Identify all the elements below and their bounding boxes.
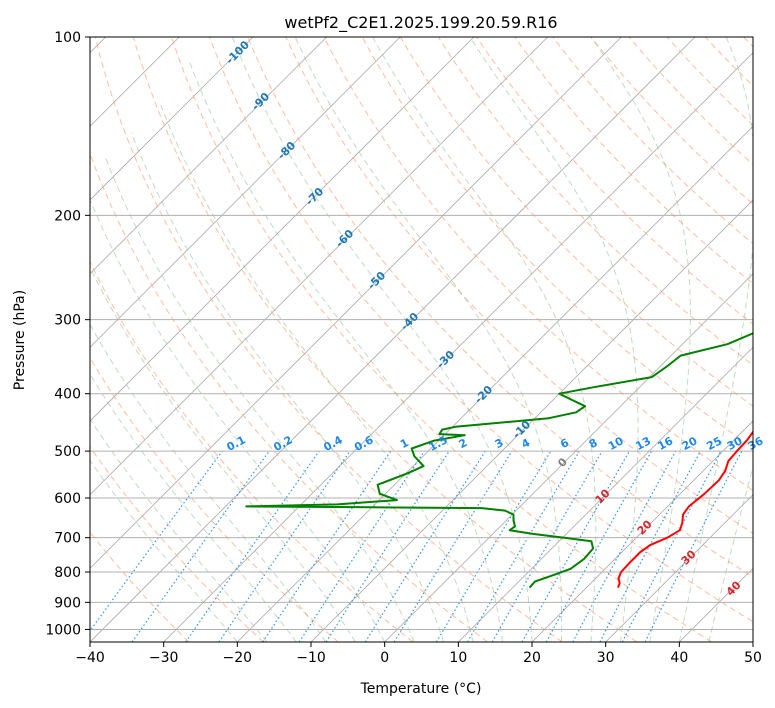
dry-adiabat-line <box>476 37 753 325</box>
moist-adiabat-line <box>90 198 386 642</box>
mixing-ratio-line <box>491 450 603 642</box>
moist-adiabat-line <box>708 464 753 642</box>
mixing-ratio-line <box>393 450 513 642</box>
isotherm-line <box>90 37 622 569</box>
y-tick-label: 400 <box>54 387 81 403</box>
x-tick-label: 50 <box>744 650 762 666</box>
mixing-ratio-label: 30 <box>725 434 745 453</box>
y-tick-label: 500 <box>54 444 81 460</box>
y-tick-label: 1000 <box>45 622 81 638</box>
y-tick-label: 700 <box>54 531 81 547</box>
x-axis-label: Temperature (°C) <box>360 681 482 697</box>
isotherm-line <box>163 52 753 642</box>
moist-adiabat-line <box>90 459 238 642</box>
profile-line-0 <box>617 430 753 588</box>
moist-adiabat-line <box>189 61 503 642</box>
y-tick-label: 800 <box>54 565 81 581</box>
dry-adiabat-line <box>247 37 753 578</box>
x-tick-label: −40 <box>75 650 105 666</box>
isotherm-line <box>237 125 753 642</box>
isotherm-line <box>90 37 475 422</box>
mixing-ratio-line <box>521 450 631 642</box>
x-axis-ticks: −40 −30 −20 −10 0 10 20 30 40 50 <box>75 642 762 666</box>
y-axis-label: Pressure (hPa) <box>12 290 28 390</box>
moist-adiabat-line <box>90 323 327 642</box>
mixing-ratio-label: 13 <box>633 434 653 453</box>
plot-area <box>90 37 753 642</box>
isotherm-line <box>90 37 548 496</box>
isotherm-line <box>605 494 753 642</box>
chart-title: wetPf2_C2E1.2025.199.20.59.R16 <box>284 13 557 33</box>
mixing-ratio-label: 20 <box>680 434 700 453</box>
isotherm-line <box>90 37 696 642</box>
x-tick-label: −10 <box>296 650 326 666</box>
isotherm-line <box>90 37 327 275</box>
mixing-ratio-line <box>466 450 580 642</box>
moist-adiabat-line <box>90 418 268 642</box>
moist-adiabat-line <box>469 37 639 642</box>
mixing-ratio-label: 16 <box>656 434 676 453</box>
x-tick-label: 30 <box>597 650 615 666</box>
moist-adiabat-line <box>160 104 474 642</box>
y-tick-label: 600 <box>54 491 81 507</box>
moist-adiabat-line <box>678 37 753 642</box>
mixing-ratio-line <box>185 450 320 642</box>
mixing-ratio-line <box>364 450 486 642</box>
y-tick-label: 900 <box>54 595 81 611</box>
mixing-ratio-label: 10 <box>606 434 626 453</box>
mixing-ratio-line <box>218 450 351 642</box>
profile-line-1 <box>245 332 753 589</box>
moist-adiabat-line <box>590 37 691 642</box>
isotherm-line <box>531 420 753 642</box>
y-tick-label: 100 <box>54 30 81 46</box>
x-tick-label: 0 <box>380 650 389 666</box>
sounding-profiles <box>245 332 753 589</box>
dry-adiabat-line <box>132 37 638 642</box>
plot-frame <box>89 36 754 643</box>
dry-adiabat-line <box>323 37 753 491</box>
dry-adiabat-line <box>94 37 563 642</box>
dry-adiabat-line <box>90 260 414 642</box>
x-tick-label: −20 <box>223 650 253 666</box>
isotherm-line <box>90 37 254 201</box>
moist-adiabat-line <box>90 266 356 642</box>
mixing-ratio-label: 25 <box>704 434 724 453</box>
dry-adiabat-line <box>399 37 753 407</box>
dry-adiabat-line <box>514 37 753 285</box>
dry-adiabat-line <box>361 37 753 449</box>
dry-adiabat-line <box>90 446 264 642</box>
pressure-gridlines <box>90 37 753 630</box>
background-lines <box>90 37 753 642</box>
x-tick-label: −30 <box>149 650 179 666</box>
mixing-ratio-line <box>325 450 450 642</box>
dry-adiabat-line <box>209 37 753 623</box>
dry-adiabat-line <box>628 37 753 166</box>
isotherm-line <box>90 37 401 348</box>
mixing-ratio-line <box>545 450 653 642</box>
isotherm-line <box>458 346 753 642</box>
moist-adiabat-line <box>294 37 563 642</box>
moist-adiabat-line <box>231 37 533 642</box>
x-tick-label: 40 <box>670 650 688 666</box>
mixing-ratio-line <box>90 450 223 632</box>
x-tick-label: 20 <box>523 650 541 666</box>
y-tick-label: 200 <box>54 208 81 224</box>
moist-adiabat-line <box>372 37 597 642</box>
y-tick-label: 300 <box>54 313 81 329</box>
y-axis-ticks: 100 200 300 400 500 600 700 800 900 1000 <box>45 30 90 638</box>
mixing-ratio-line <box>572 450 677 642</box>
x-tick-label: 10 <box>449 650 467 666</box>
isotherm-line <box>384 273 753 642</box>
mixing-ratio-label: 36 <box>746 434 766 453</box>
mixing-ratio-line <box>131 450 270 642</box>
mixing-ratio-line <box>435 450 552 642</box>
